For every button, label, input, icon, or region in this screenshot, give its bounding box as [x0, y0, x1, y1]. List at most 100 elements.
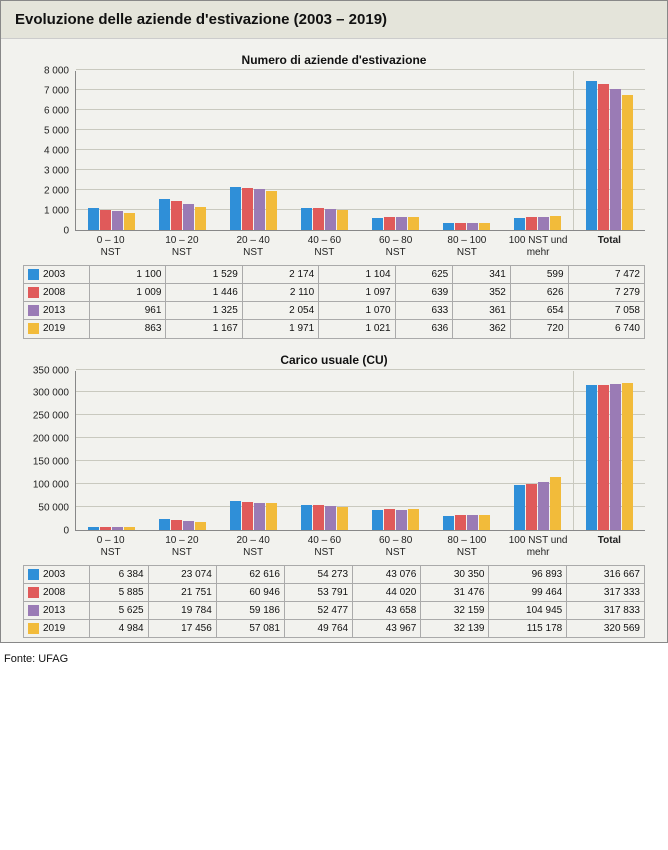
table-cell: 1 070 — [319, 302, 395, 320]
y-tick-label: 350 000 — [33, 365, 69, 376]
bar — [586, 81, 597, 230]
table-cell: 115 178 — [489, 619, 567, 637]
bar — [538, 482, 549, 530]
bar — [301, 505, 312, 530]
table-row: 20198631 1671 9711 0216363627206 740 — [24, 320, 645, 338]
chart-2-title: Carico usuale (CU) — [23, 353, 645, 367]
x-axis-label: 60 – 80NST — [360, 231, 431, 259]
x-axis-label: 10 – 20NST — [146, 231, 217, 259]
bar — [171, 520, 182, 530]
table-cell: 633 — [395, 302, 453, 320]
x-axis-label: Total — [574, 231, 645, 259]
bar — [88, 527, 99, 530]
bar-group — [360, 371, 431, 530]
bar-group — [76, 371, 147, 530]
bar-group — [218, 371, 289, 530]
legend-swatch — [28, 305, 39, 316]
bar — [610, 89, 621, 230]
bar — [100, 210, 111, 230]
legend-swatch — [28, 605, 39, 616]
x-axis-label: 20 – 40NST — [218, 531, 289, 559]
legend-cell: 2008 — [24, 284, 90, 302]
table-cell: 361 — [453, 302, 511, 320]
bar — [610, 384, 621, 529]
bar — [313, 505, 324, 530]
table-cell: 1 021 — [319, 320, 395, 338]
y-tick-label: 0 — [63, 226, 69, 237]
y-tick-label: 2 000 — [44, 186, 69, 197]
bar — [159, 519, 170, 530]
table-cell: 19 784 — [148, 601, 216, 619]
bar — [337, 210, 348, 230]
table-cell: 31 476 — [421, 583, 489, 601]
table-cell: 6 384 — [90, 565, 149, 583]
table-cell: 54 273 — [284, 565, 352, 583]
table-cell: 7 279 — [568, 284, 644, 302]
chart-2-x-labels: 0 – 10NST10 – 20NST20 – 40NST40 – 60NST6… — [75, 531, 645, 559]
table-cell: 626 — [510, 284, 568, 302]
x-axis-label: Total — [574, 531, 645, 559]
y-tick-label: 50 000 — [38, 502, 69, 513]
table-cell: 96 893 — [489, 565, 567, 583]
table-cell: 7 472 — [568, 266, 644, 284]
table-cell: 1 971 — [242, 320, 318, 338]
table-cell: 43 967 — [353, 619, 421, 637]
legend-swatch — [28, 623, 39, 634]
x-axis-label: 40 – 60NST — [289, 531, 360, 559]
footer-source: Fonte: UFAG — [0, 643, 668, 671]
y-tick-label: 0 — [63, 525, 69, 536]
bar — [325, 209, 336, 230]
x-axis-label: 0 – 10NST — [75, 231, 146, 259]
bar — [301, 208, 312, 230]
bar — [230, 187, 241, 230]
bar-group — [573, 71, 645, 230]
bar — [455, 515, 466, 529]
table-cell: 57 081 — [216, 619, 284, 637]
y-tick-label: 6 000 — [44, 106, 69, 117]
bar-group — [76, 71, 147, 230]
chart-2-wrap: 050 000100 000150 000200 000250 000300 0… — [23, 371, 645, 531]
bar — [526, 484, 537, 529]
bar — [372, 510, 383, 530]
x-axis-label: 10 – 20NST — [146, 531, 217, 559]
bar-group — [573, 371, 645, 530]
table-cell: 625 — [395, 266, 453, 284]
legend-label: 2019 — [43, 623, 65, 634]
table-cell: 62 616 — [216, 565, 284, 583]
table-cell: 32 159 — [421, 601, 489, 619]
table-cell: 2 054 — [242, 302, 318, 320]
x-axis-label: 100 NST undmehr — [503, 531, 574, 559]
bar — [408, 509, 419, 529]
x-axis-label: 40 – 60NST — [289, 231, 360, 259]
chart-1-section: Numero di aziende d'estivazione 01 0002 … — [1, 39, 667, 339]
chart-1-y-axis: 01 0002 0003 0004 0005 0006 0007 0008 00… — [23, 71, 75, 231]
legend-cell: 2019 — [24, 320, 90, 338]
chart-1-table: 20031 1001 5292 1741 1046253415997 47220… — [23, 265, 645, 339]
table-cell: 2 174 — [242, 266, 318, 284]
bar-group — [360, 71, 431, 230]
legend-cell: 2003 — [24, 565, 90, 583]
table-row: 20194 98417 45657 08149 76443 96732 1391… — [24, 619, 645, 637]
chart-1-wrap: 01 0002 0003 0004 0005 0006 0007 0008 00… — [23, 71, 645, 231]
bar — [443, 223, 454, 230]
bar — [586, 385, 597, 530]
chart-1-x-labels: 0 – 10NST10 – 20NST20 – 40NST40 – 60NST6… — [75, 231, 645, 259]
y-tick-label: 200 000 — [33, 434, 69, 445]
table-cell: 1 446 — [166, 284, 242, 302]
table-cell: 639 — [395, 284, 453, 302]
bar — [242, 188, 253, 230]
legend-cell: 2019 — [24, 619, 90, 637]
y-tick-label: 100 000 — [33, 479, 69, 490]
table-cell: 17 456 — [148, 619, 216, 637]
bar — [443, 516, 454, 530]
table-cell: 317 833 — [567, 601, 645, 619]
chart-2-y-axis: 050 000100 000150 000200 000250 000300 0… — [23, 371, 75, 531]
y-tick-label: 1 000 — [44, 206, 69, 217]
table-cell: 4 984 — [90, 619, 149, 637]
bar — [325, 506, 336, 530]
table-cell: 320 569 — [567, 619, 645, 637]
chart-2-groups — [76, 371, 645, 530]
legend-cell: 2003 — [24, 266, 90, 284]
table-cell: 53 791 — [284, 583, 352, 601]
table-row: 20036 38423 07462 61654 27343 07630 3509… — [24, 565, 645, 583]
